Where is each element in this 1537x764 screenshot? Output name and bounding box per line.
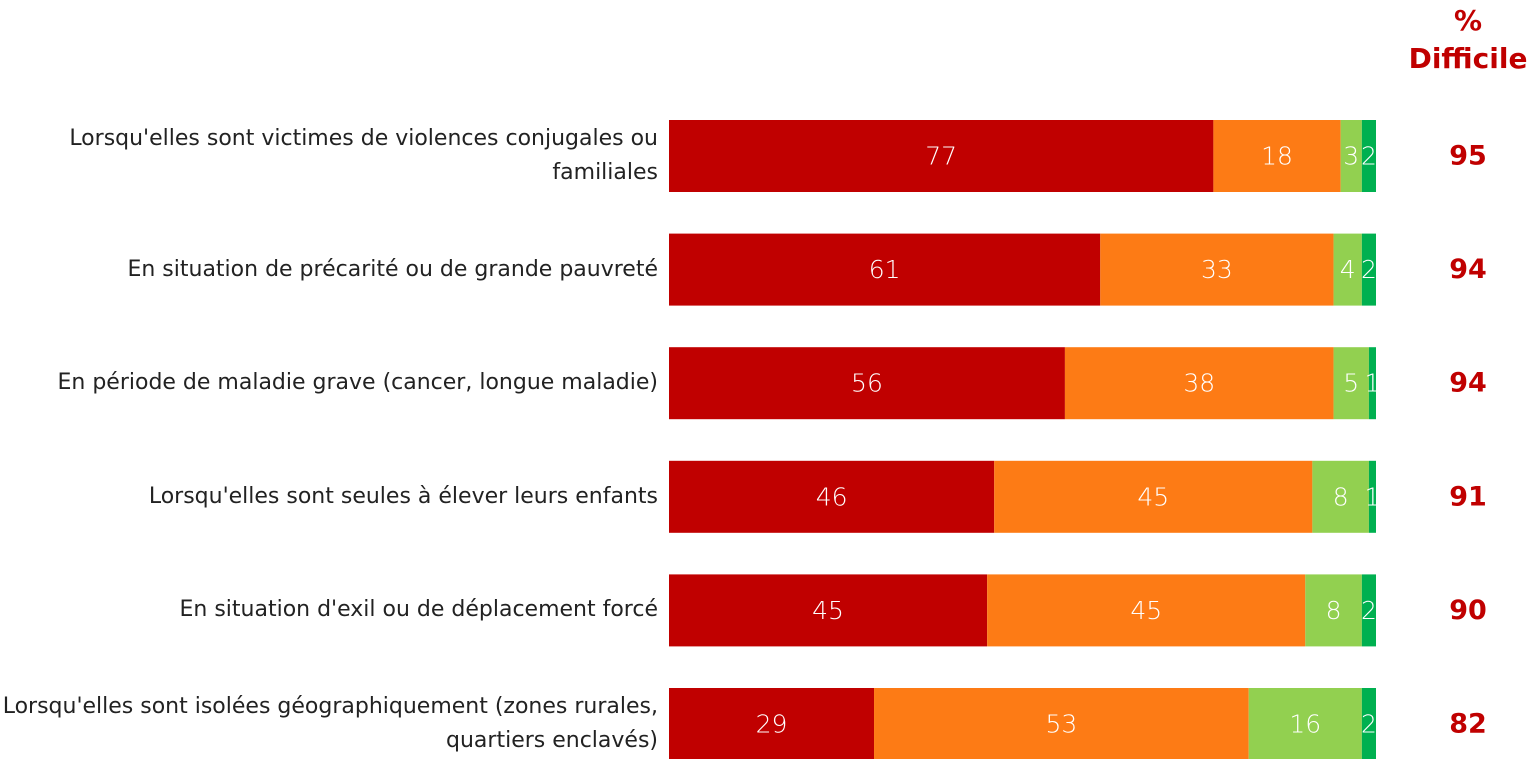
value-label: 45 <box>1130 596 1162 625</box>
value-label: 18 <box>1261 142 1293 171</box>
bar-segment <box>987 574 1306 647</box>
total-label: 95 <box>1449 141 1487 172</box>
category-label: En situation de précarité ou de grande p… <box>127 256 658 282</box>
value-label: 2 <box>1361 710 1377 739</box>
bar-segment <box>1368 347 1376 420</box>
value-label: 2 <box>1361 596 1377 625</box>
value-label: 45 <box>812 596 844 625</box>
bar-segment <box>1213 120 1341 192</box>
bar-segment <box>874 688 1249 759</box>
bar-segment <box>1340 120 1362 192</box>
value-label: 61 <box>869 255 901 284</box>
bar-segment <box>669 120 1214 192</box>
bar-segment <box>669 688 875 759</box>
category-label: En situation d'exil ou de déplacement fo… <box>179 597 659 623</box>
bar-segment <box>669 574 988 647</box>
category-label: En période de maladie grave (cancer, lon… <box>57 370 658 396</box>
value-label: 29 <box>756 710 788 739</box>
bar-segment <box>669 233 1101 306</box>
bar-segment <box>1312 460 1369 533</box>
value-label: 38 <box>1183 369 1215 398</box>
bar-segment <box>1100 233 1334 306</box>
bar-segment <box>1333 347 1369 420</box>
value-label: 2 <box>1361 142 1377 171</box>
total-label: 94 <box>1449 368 1487 399</box>
value-label: 56 <box>851 369 883 398</box>
bar-segment <box>994 460 1313 533</box>
total-label: 91 <box>1449 481 1487 512</box>
value-label: 3 <box>1343 142 1359 171</box>
bar-segment <box>1305 574 1362 647</box>
total-header: % Difficile <box>1408 4 1528 75</box>
bar-segment <box>1361 120 1376 192</box>
value-label: 16 <box>1289 710 1321 739</box>
bar-segment <box>1361 688 1376 759</box>
value-label: 53 <box>1045 710 1077 739</box>
category-label: Lorsqu'elles sont victimes de violences … <box>69 126 658 185</box>
bar-segment <box>1361 233 1376 306</box>
value-label: 2 <box>1361 255 1377 284</box>
value-label: 4 <box>1340 255 1356 284</box>
bar-segment <box>1064 347 1334 420</box>
value-label: 33 <box>1201 255 1233 284</box>
value-label: 77 <box>925 142 957 171</box>
category-label: Lorsqu'elles sont seules à élever leurs … <box>148 483 658 509</box>
value-label: 8 <box>1326 596 1342 625</box>
value-label: 8 <box>1333 482 1349 511</box>
total-label: 82 <box>1449 709 1487 740</box>
value-label: 46 <box>816 482 848 511</box>
bar-segment <box>1333 233 1362 306</box>
total-label: 90 <box>1449 595 1487 626</box>
category-label: Lorsqu'elles sont isolées géographiqueme… <box>2 694 658 753</box>
bar-segment <box>1368 460 1376 533</box>
bar-segment <box>669 460 995 533</box>
value-label: 1 <box>1365 369 1381 398</box>
value-label: 1 <box>1365 482 1381 511</box>
bar-segment <box>1248 688 1362 759</box>
bar-segment <box>1361 574 1376 647</box>
total-header-box: % Difficile <box>1408 2 1528 78</box>
value-label: 45 <box>1137 482 1169 511</box>
total-label: 94 <box>1449 254 1487 285</box>
value-label: 5 <box>1343 369 1359 398</box>
bar-segment <box>669 347 1065 420</box>
